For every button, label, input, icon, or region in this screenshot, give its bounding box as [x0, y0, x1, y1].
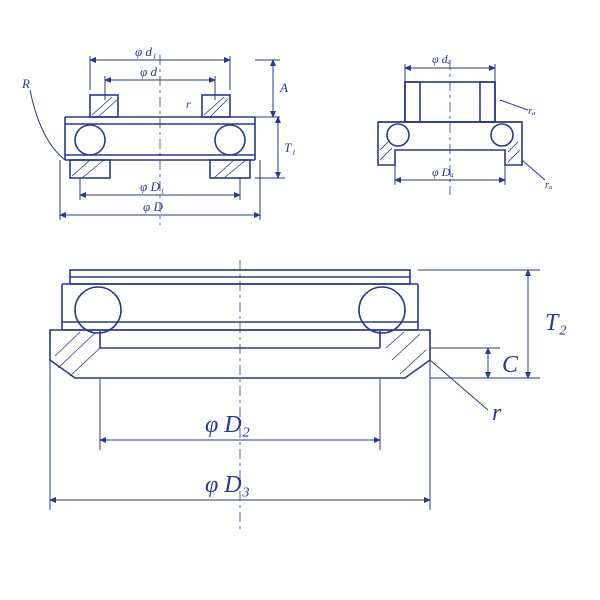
- label-phi-d: φ d: [140, 64, 157, 79]
- label-phi-da: φ dₐ: [432, 52, 452, 66]
- label-phi-d1: φ d₁: [135, 44, 156, 59]
- label-phi-D3: φ D₃: [205, 472, 250, 498]
- label-ra: rₐ: [528, 105, 536, 117]
- label-r: r: [492, 400, 502, 426]
- label-T2: T₂: [545, 310, 567, 336]
- label-phi-Da: φ Dₐ: [432, 165, 454, 179]
- label-R: R: [21, 76, 30, 91]
- label-C: C: [502, 352, 519, 378]
- label-r-small: r: [186, 97, 191, 111]
- label-phi-D1: φ D₁: [140, 179, 164, 194]
- top-right-section: φ dₐ rₐ φ Dₐ rₐ: [378, 52, 553, 195]
- top-left-section: φ d₁ φ d r φ D₁ φ D R A T₁: [21, 44, 296, 225]
- label-T1: T₁: [284, 140, 296, 155]
- label-phi-D2: φ D₂: [205, 412, 250, 438]
- bottom-section: T₂ C r φ D₂ φ D₃: [50, 260, 567, 530]
- label-A: A: [279, 80, 288, 95]
- label-phi-D: φ D: [143, 199, 163, 214]
- label-ra2: rₐ: [545, 179, 553, 191]
